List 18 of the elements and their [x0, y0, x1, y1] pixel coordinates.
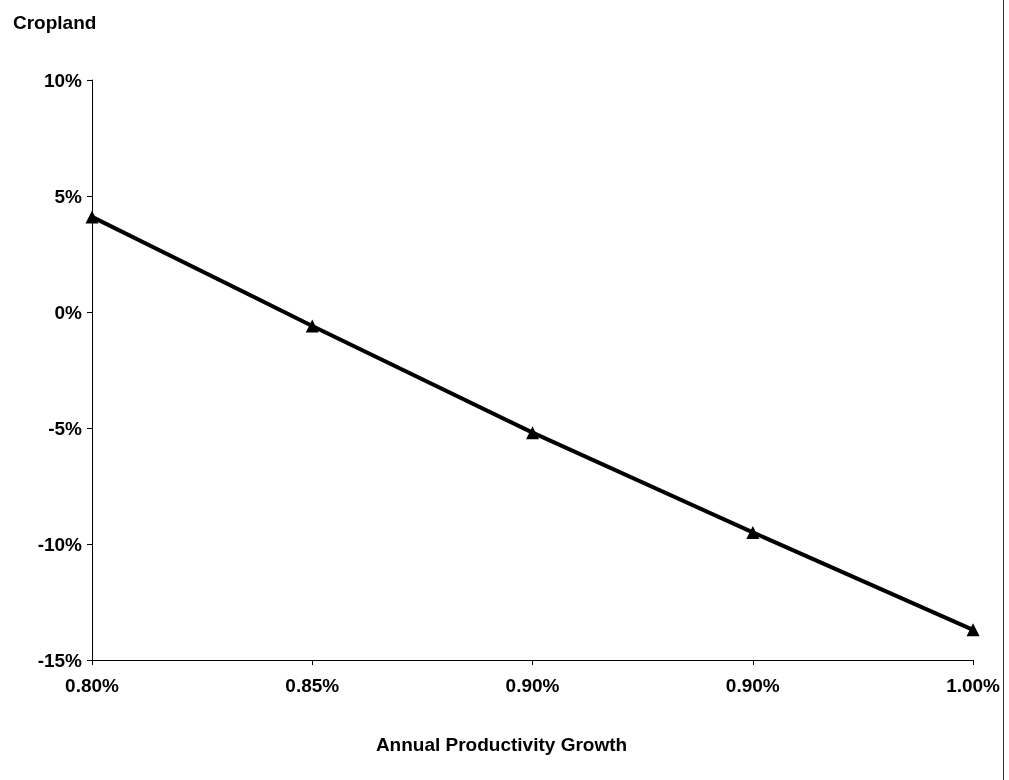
- x-tick-label: 0.90%: [725, 675, 780, 696]
- x-tick-label: 0.90%: [505, 675, 560, 696]
- y-tick-label: -10%: [37, 533, 83, 555]
- point: [526, 426, 540, 440]
- point: [305, 319, 319, 333]
- y-tick-label: -5%: [48, 417, 83, 439]
- x-axis-title: Annual Productivity Growth: [375, 734, 628, 755]
- x-tick-label: 0.85%: [285, 675, 340, 696]
- point: [746, 525, 760, 539]
- point: [85, 210, 99, 224]
- y-tick-label: 10%: [43, 69, 83, 91]
- y-axis-title: Cropland: [13, 12, 97, 33]
- x-tick-label: 0.80%: [65, 675, 120, 696]
- x-tick-label: 1.00%: [946, 675, 1001, 696]
- point: [966, 623, 980, 637]
- y-tick-label: 5%: [54, 185, 83, 207]
- y-tick-label: -15%: [37, 649, 83, 671]
- y-tick-label: 0%: [54, 301, 83, 323]
